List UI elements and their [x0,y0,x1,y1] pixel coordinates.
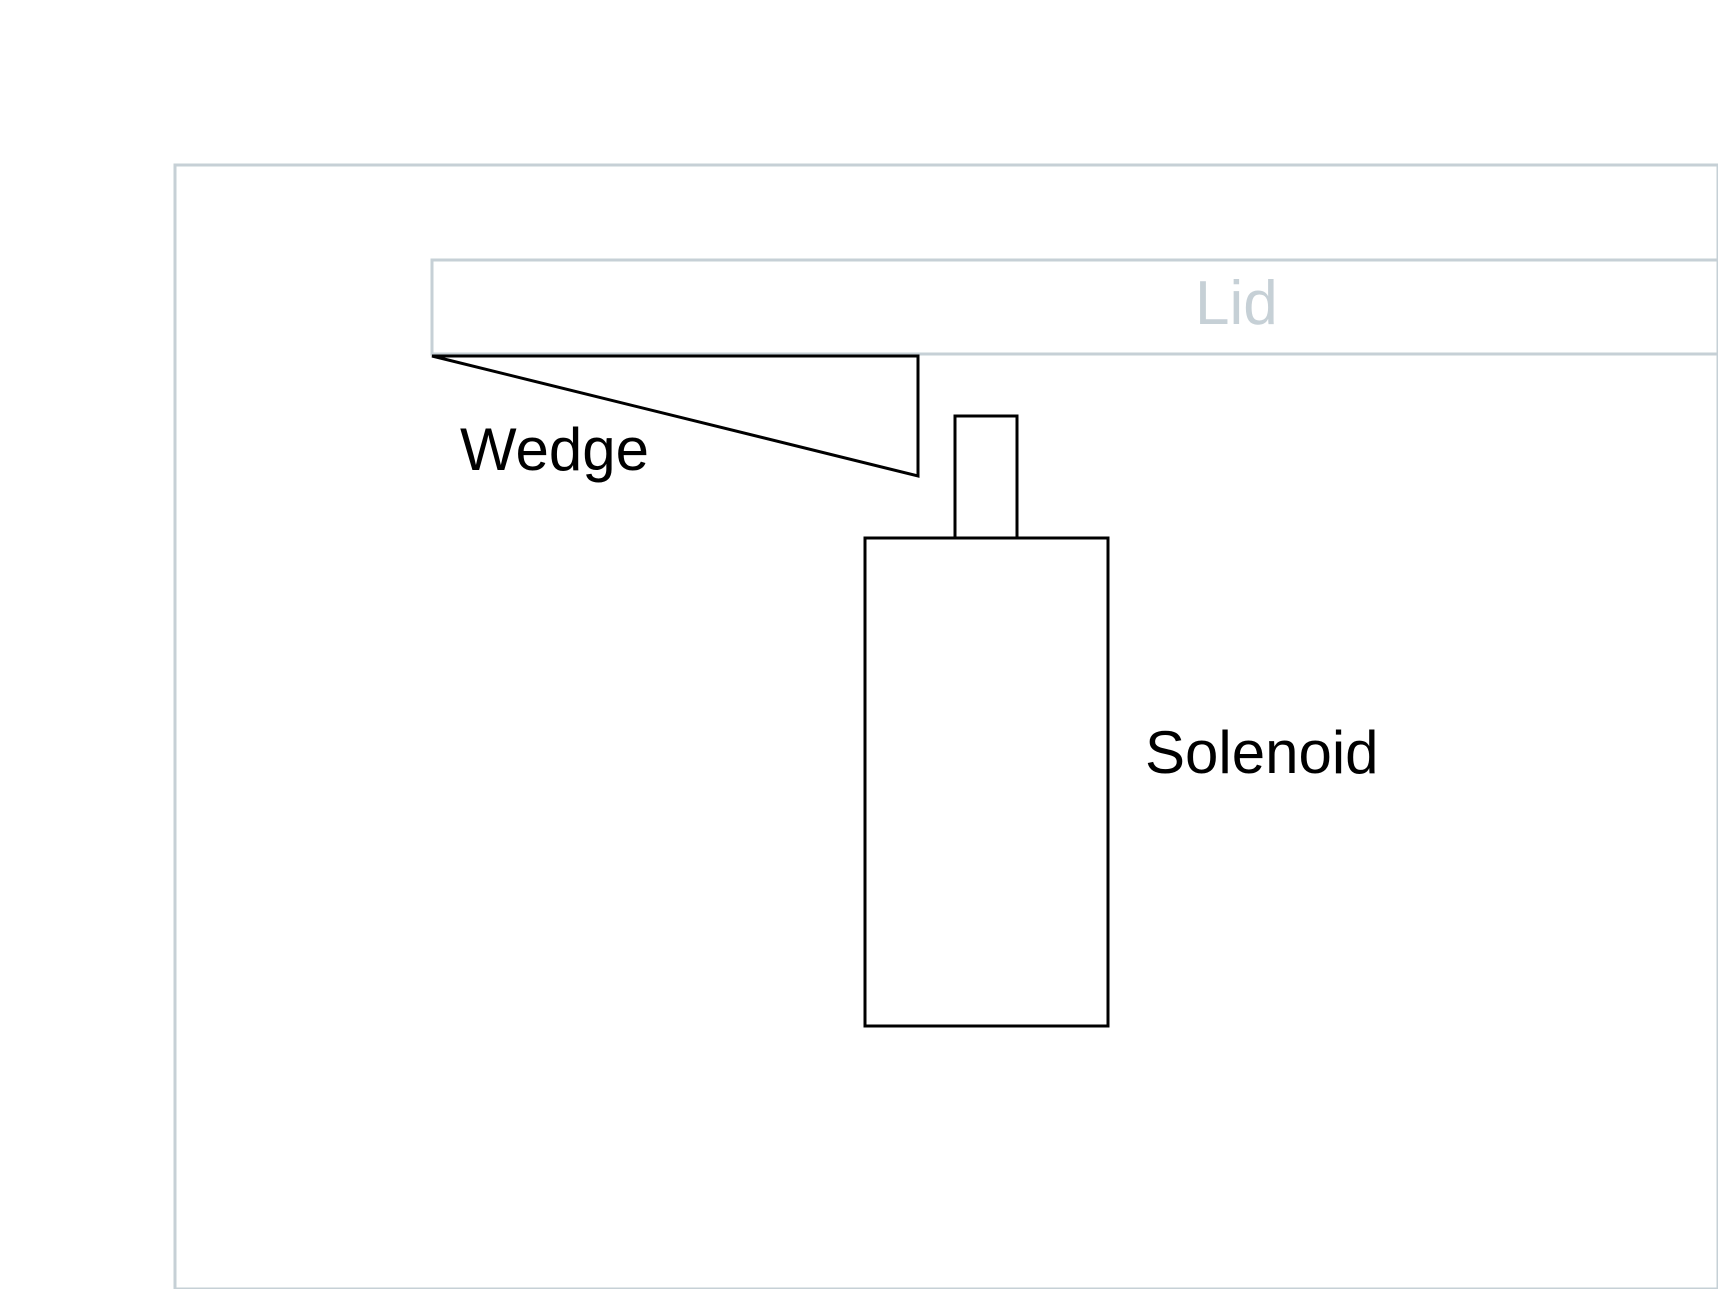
solenoid-plunger [955,416,1017,538]
diagram-canvas: Lid Wedge Solenoid [0,0,1718,1289]
solenoid-label: Solenoid [1145,718,1379,787]
lid-label: Lid [1195,268,1278,339]
diagram-svg [0,0,1718,1289]
lid-rect [432,260,1718,354]
wedge-label: Wedge [460,415,649,484]
solenoid-body [865,538,1108,1026]
